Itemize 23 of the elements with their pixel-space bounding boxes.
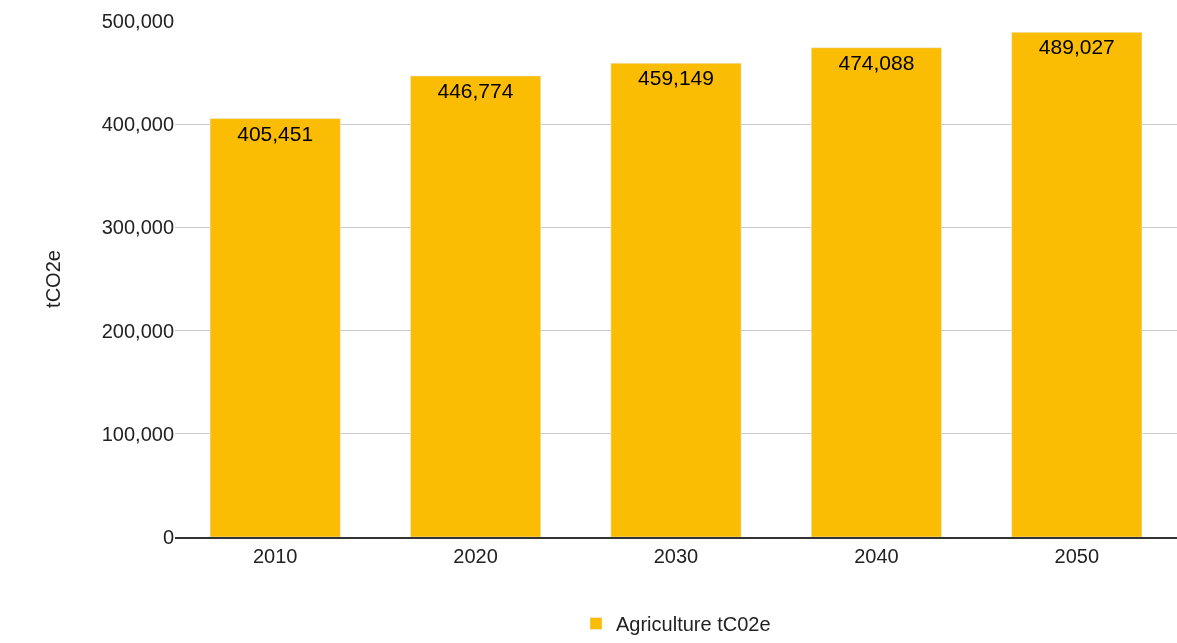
y-tick-label: 500,000 (101, 10, 174, 32)
data-label: 446,774 (437, 78, 514, 102)
y-tick-label: 300,000 (101, 216, 174, 239)
bar (209, 118, 341, 537)
y-axis-title: tCO2e (42, 250, 65, 308)
x-tick-label: 2020 (453, 544, 498, 567)
data-label: 459,149 (638, 66, 714, 90)
data-label: 405,451 (237, 121, 314, 145)
bar (811, 47, 942, 537)
y-tick-label: 0 (162, 526, 174, 548)
y-tick-label: 200,000 (101, 319, 174, 342)
x-tick-label: 2010 (252, 544, 298, 567)
y-tick-label: 100,000 (101, 422, 174, 445)
x-tick-label: 2030 (653, 544, 699, 567)
legend-label: Agriculture tC02e (616, 613, 771, 636)
bar (410, 75, 541, 537)
y-tick-label: 400,000 (101, 113, 174, 136)
bar (610, 62, 742, 537)
x-tick-label: 2050 (1054, 544, 1100, 567)
x-tick-label: 2040 (854, 544, 899, 567)
bar (1011, 32, 1143, 537)
data-label: 474,088 (838, 50, 915, 74)
data-label: 489,027 (1038, 35, 1115, 59)
